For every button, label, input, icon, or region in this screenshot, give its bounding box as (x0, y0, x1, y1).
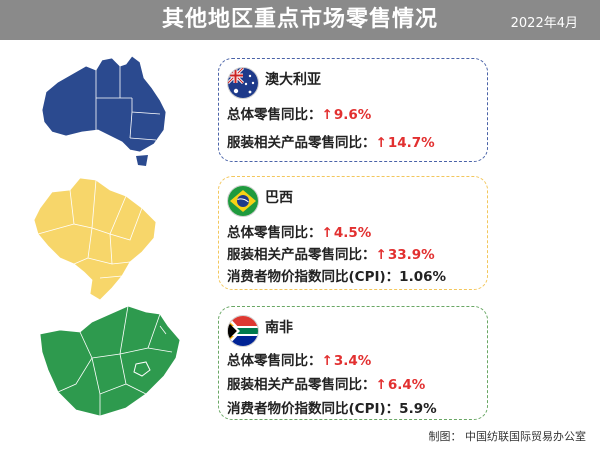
up-arrow-icon: ↑ (375, 247, 387, 263)
apparel-retail-row: 服装相关产品零售同比：↑33.9% (227, 243, 435, 263)
south-africa-flag-icon (227, 315, 259, 347)
cpi-label: 消费者物价指数同比(CPI)： (227, 401, 400, 417)
up-arrow-icon: ↑ (321, 107, 333, 123)
cpi-row: 消费者物价指数同比(CPI)：5.9% (227, 397, 437, 417)
apparel-retail-row: 服装相关产品零售同比：↑14.7% (227, 131, 435, 151)
total-retail-label: 总体零售同比： (227, 353, 322, 369)
apparel-retail-label: 服装相关产品零售同比： (227, 247, 376, 263)
up-arrow-icon: ↑ (375, 135, 387, 151)
brazil-shape (33, 177, 157, 301)
page-title: 其他地区重点市场零售情况 (161, 7, 438, 32)
total-retail-value: 3.4% (333, 353, 372, 369)
apparel-retail-value: 14.7% (387, 135, 435, 151)
apparel-retail-label: 服装相关产品零售同比： (227, 377, 376, 393)
south-africa-map (36, 304, 186, 422)
tasmania-shape (136, 155, 148, 166)
total-retail-value: 4.5% (333, 225, 372, 241)
south-africa-card: 南非 总体零售同比：↑3.4% 服装相关产品零售同比：↑6.4% 消费者物价指数… (218, 306, 488, 420)
header-bar: 其他地区重点市场零售情况 2022年4月 (0, 0, 600, 40)
country-name: 巴西 (265, 190, 293, 206)
total-retail-row: 总体零售同比：↑4.5% (227, 221, 371, 241)
cpi-row: 消费者物价指数同比(CPI)：1.06% (227, 265, 446, 285)
australia-card: 澳大利亚 总体零售同比：↑9.6% 服装相关产品零售同比：↑14.7% (218, 58, 488, 162)
apparel-retail-label: 服装相关产品零售同比： (227, 135, 376, 151)
up-arrow-icon: ↑ (375, 377, 387, 393)
australia-flag-icon (227, 67, 259, 99)
total-retail-row: 总体零售同比：↑9.6% (227, 103, 371, 123)
cpi-value: 5.9% (399, 401, 437, 417)
apparel-retail-row: 服装相关产品零售同比：↑6.4% (227, 373, 425, 393)
south-africa-shape (39, 305, 181, 417)
cpi-value: 1.06% (399, 269, 447, 285)
total-retail-row: 总体零售同比：↑3.4% (227, 349, 371, 369)
australia-mainland-shape (41, 55, 167, 153)
cpi-label: 消费者物价指数同比(CPI)： (227, 269, 400, 285)
brazil-map (26, 168, 166, 308)
brazil-card: 巴西 总体零售同比：↑4.5% 服装相关产品零售同比：↑33.9% 消费者物价指… (218, 176, 488, 290)
report-date: 2022年4月 (510, 16, 578, 31)
credit-line: 制图： 中国纺联国际贸易办公室 (428, 430, 587, 443)
country-name: 南非 (265, 320, 293, 336)
total-retail-label: 总体零售同比： (227, 225, 322, 241)
total-retail-label: 总体零售同比： (227, 107, 322, 123)
up-arrow-icon: ↑ (321, 225, 333, 241)
brazil-flag-icon (227, 185, 259, 217)
lesotho-outline (133, 361, 151, 377)
australia-map (36, 52, 176, 167)
apparel-retail-value: 6.4% (387, 377, 426, 393)
total-retail-value: 9.6% (333, 107, 372, 123)
apparel-retail-value: 33.9% (387, 247, 435, 263)
country-name: 澳大利亚 (265, 72, 321, 88)
up-arrow-icon: ↑ (321, 353, 333, 369)
